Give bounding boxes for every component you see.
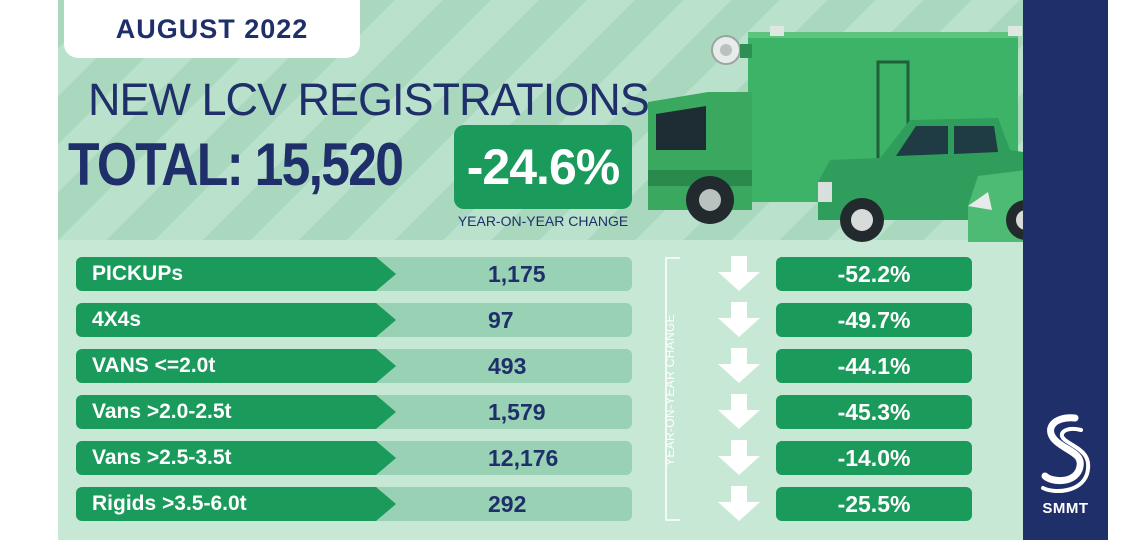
year-on-year-label: YEAR-ON-YEAR CHANGE xyxy=(663,314,677,466)
year-on-year-bracket xyxy=(665,257,680,521)
row-label: Vans >2.0-2.5t xyxy=(76,395,396,429)
row-change-badge: -45.3% xyxy=(776,395,972,429)
row-label: Vans >2.5-3.5t xyxy=(76,441,396,475)
row-label: 4X4s xyxy=(76,303,396,337)
row-change-badge: -49.7% xyxy=(776,303,972,337)
table-row: 292 Rigids >3.5-6.0t xyxy=(76,487,632,521)
page-title: NEW LCV REGISTRATIONS xyxy=(88,74,650,125)
table-row: 97 4X4s xyxy=(76,303,632,337)
down-arrow-icon xyxy=(718,256,760,291)
table-row: 493 VANS <=2.0t xyxy=(76,349,632,383)
brand-bar: SMMT xyxy=(1023,0,1108,540)
down-arrow-icon xyxy=(718,302,760,337)
row-change-badge: -25.5% xyxy=(776,487,972,521)
brand-name: SMMT xyxy=(1042,500,1089,517)
van-illustration xyxy=(968,170,1023,242)
row-value: 97 xyxy=(376,303,632,337)
total-change-badge: -24.6% xyxy=(454,125,632,209)
row-value: 12,176 xyxy=(376,441,632,475)
infographic-canvas: AUGUST 2022 NEW LCV REGISTRATIONS TOTAL:… xyxy=(58,0,1108,540)
table-row: 1,579 Vans >2.0-2.5t xyxy=(76,395,632,429)
down-arrow-icon xyxy=(718,394,760,429)
date-badge: AUGUST 2022 xyxy=(64,0,360,58)
pickup-illustration xyxy=(818,118,1023,242)
vehicle-illustrations xyxy=(648,26,1023,242)
smmt-logo-icon xyxy=(1041,414,1091,493)
row-value: 1,175 xyxy=(376,257,632,291)
row-change-badge: -44.1% xyxy=(776,349,972,383)
down-arrow-icon xyxy=(718,440,760,475)
row-label: PICKUPs xyxy=(76,257,396,291)
row-value: 292 xyxy=(376,487,632,521)
row-value: 1,579 xyxy=(376,395,632,429)
row-label: Rigids >3.5-6.0t xyxy=(76,487,396,521)
total-registrations: TOTAL: 15,520 xyxy=(68,131,404,198)
row-value: 493 xyxy=(376,349,632,383)
table-row: 12,176 Vans >2.5-3.5t xyxy=(76,441,632,475)
row-change-badge: -14.0% xyxy=(776,441,972,475)
truck-illustration xyxy=(648,26,1022,224)
total-change-caption: YEAR-ON-YEAR CHANGE xyxy=(457,213,629,229)
down-arrow-icon xyxy=(718,486,760,521)
table-row: 1,175 PICKUPs xyxy=(76,257,632,291)
down-arrow-icon xyxy=(718,348,760,383)
row-change-badge: -52.2% xyxy=(776,257,972,291)
row-label: VANS <=2.0t xyxy=(76,349,396,383)
